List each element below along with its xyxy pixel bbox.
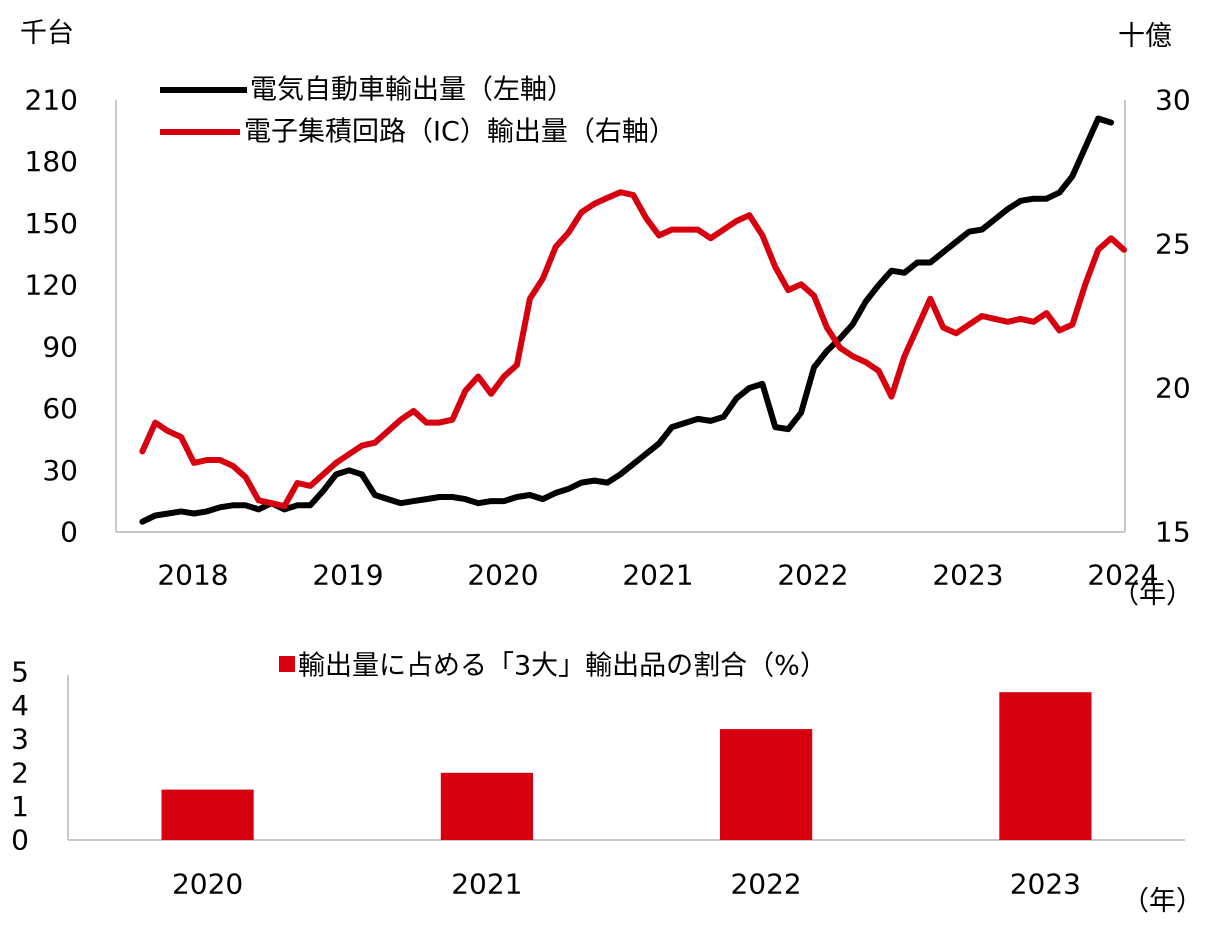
y-right-tick-label: 15 [1155,516,1191,549]
y-left-tick-label: 210 [25,84,78,117]
y-right-tick-label: 25 [1155,228,1191,261]
bar-y-tick-label: 0 [11,824,29,857]
x-tick-label: 2021 [622,559,693,592]
y-left-tick-label: 150 [25,207,78,240]
legend-label-ic: 電子集積回路（IC）輸出量（右軸） [244,117,676,148]
x-tick-label: 2023 [932,559,1003,592]
bar-2022 [720,729,813,840]
x-tick-label: 2018 [157,559,228,592]
bar-x-tick-label: 2021 [451,868,522,901]
bar-y-tick-label: 1 [11,790,29,823]
series-line-ev-exports [139,115,1115,525]
y-left-tick-label: 0 [60,516,78,549]
y-left-tick-label: 120 [25,269,78,302]
bar-y-tick-label: 3 [11,723,29,756]
bar-x-tick-label: 2020 [172,868,243,901]
y-right-tick-label: 30 [1155,84,1191,117]
series-line-ic-exports [139,189,1127,510]
bar-y-tick-label: 2 [11,756,29,789]
x-axis-unit-bottom: （年） [1122,886,1203,917]
legend: 電気自動車輸出量（左軸） 電子集積回路（IC）輸出量（右軸） [160,75,676,148]
bar-x-tick-label: 2023 [1010,868,1081,901]
bar-x-tick-label: 2022 [730,868,801,901]
x-axis-unit-top: （年） [1112,579,1193,610]
x-tick-label: 2022 [777,559,848,592]
y-left-tick-label: 90 [42,330,78,363]
bar-2021 [440,772,533,840]
bar-2023 [999,692,1092,840]
x-tick-label: 2019 [312,559,383,592]
x-tick-label: 2020 [467,559,538,592]
bar-y-tick-label: 4 [11,689,29,722]
bar-2020 [161,789,254,840]
bar-y-tick-label: 5 [11,656,29,689]
x-tick-label: 2024 [1087,559,1158,592]
bar-chart-title: 輸出量に占める「3大」輸出品の割合（%） [298,651,827,682]
y-right-tick-label: 20 [1155,372,1191,405]
legend-label-ev: 電気自動車輸出量（左軸） [250,75,574,106]
right-axis-unit: 十億 [1118,21,1172,52]
bar-title-marker [279,656,295,672]
y-left-tick-label: 180 [25,145,78,178]
y-left-tick-label: 30 [42,454,78,487]
y-left-tick-label: 60 [42,392,78,425]
left-axis-unit: 千台 [20,18,74,49]
line-chart: 0 30 60 90 120 150 180 210 15 20 25 30 2018 2019 2020 2… [25,84,1191,592]
